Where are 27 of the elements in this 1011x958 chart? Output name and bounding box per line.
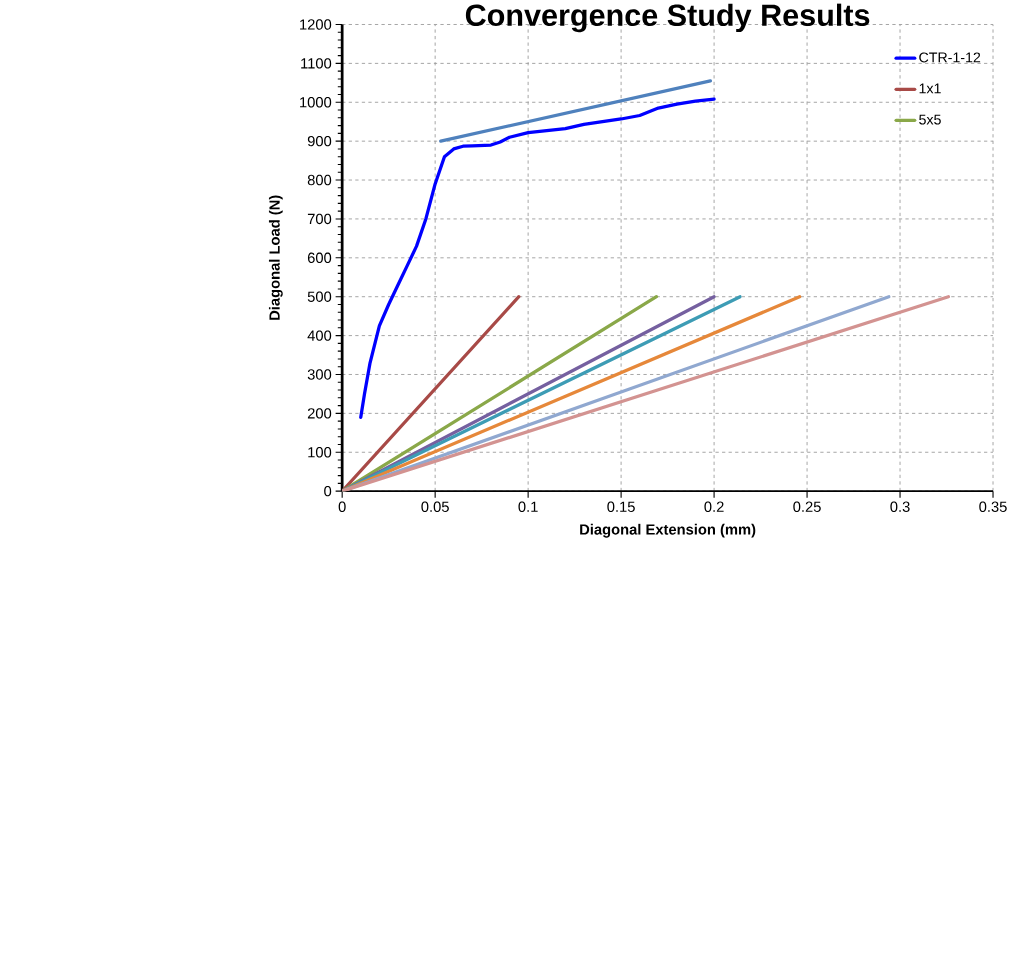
y-tick-label: 1000 bbox=[300, 97, 332, 108]
y-tick-label: 400 bbox=[307, 330, 332, 341]
legend-label: CTR-1-12 bbox=[919, 52, 981, 63]
x-axis-title: Diagonal Extension (mm) bbox=[580, 523, 756, 538]
y-tick-label: 300 bbox=[307, 369, 332, 380]
y-tick-label: 700 bbox=[307, 213, 332, 225]
y-tick-label: 100 bbox=[308, 447, 332, 458]
x-tick-label: 0.2 bbox=[704, 501, 724, 513]
y-tick-label: 600 bbox=[307, 252, 332, 264]
chart-title: Convergence Study Results bbox=[465, 3, 870, 33]
x-tick-label: 0.1 bbox=[518, 501, 538, 513]
x-tick-label: 0.25 bbox=[793, 501, 821, 513]
y-tick-label: 1200 bbox=[300, 19, 332, 30]
x-tick-label: 0.15 bbox=[607, 501, 635, 513]
y-tick-label: 500 bbox=[307, 291, 332, 303]
legend-label: 1x1 bbox=[919, 83, 941, 94]
y-tick-label: 200 bbox=[307, 408, 332, 419]
y-tick-label: 900 bbox=[307, 136, 332, 147]
y-axis-title: Diagonal Load (N) bbox=[268, 195, 283, 320]
x-tick-label: 0.05 bbox=[421, 501, 449, 513]
legend-label: 5x5 bbox=[919, 114, 941, 125]
x-tick-label: 0.35 bbox=[979, 501, 1007, 513]
x-tick-label: 0.3 bbox=[890, 501, 910, 513]
y-tick-label: 800 bbox=[307, 174, 332, 186]
y-tick-label: 1100 bbox=[301, 58, 332, 69]
y-tick-label: 0 bbox=[324, 486, 332, 497]
x-tick-label: 0 bbox=[338, 501, 346, 513]
